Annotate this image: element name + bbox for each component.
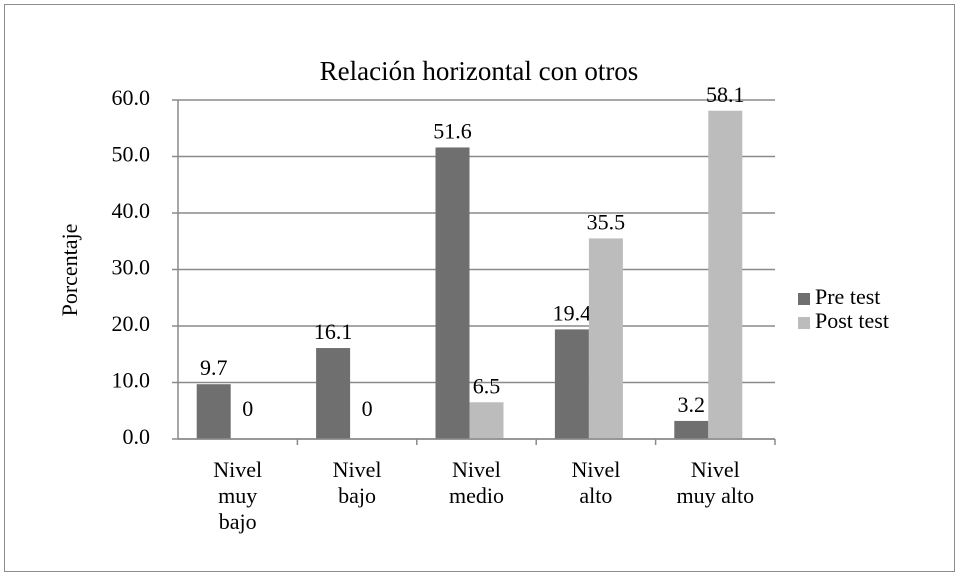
value-label: 35.5	[587, 209, 626, 234]
bar	[588, 238, 623, 439]
y-axis-label: Porcentaje	[57, 224, 82, 317]
value-label: 19.4	[553, 300, 592, 325]
y-tick-label: 10.0	[112, 368, 151, 393]
x-tick-label: Nivel medio	[449, 457, 504, 508]
value-label: 0	[242, 396, 253, 421]
value-label: 51.6	[433, 119, 472, 144]
value-label: 6.5	[473, 373, 501, 398]
y-tick-label: 30.0	[112, 255, 151, 280]
legend-swatch	[798, 317, 810, 329]
x-tick-label: Nivel bajo	[332, 457, 382, 508]
bar	[708, 110, 743, 440]
bar	[196, 384, 231, 439]
legend-swatch	[798, 293, 810, 305]
x-tick-label: Nivel alto	[571, 457, 621, 508]
y-tick-label: 40.0	[112, 198, 151, 223]
bar	[435, 147, 470, 439]
chart-border	[4, 4, 955, 572]
bar	[554, 329, 589, 439]
y-tick-label: 60.0	[112, 85, 151, 110]
y-tick-label: 50.0	[112, 142, 151, 167]
value-label: 16.1	[314, 319, 353, 344]
legend-label: Pre test	[815, 284, 880, 309]
y-tick-label: 20.0	[112, 311, 151, 336]
value-label: 0	[362, 396, 373, 421]
bar	[674, 420, 709, 439]
legend-label: Post test	[815, 308, 889, 333]
bar	[469, 402, 504, 439]
chart-title: Relación horizontal con otros	[320, 56, 639, 86]
value-label: 9.7	[200, 355, 228, 380]
value-label: 58.1	[706, 82, 745, 107]
x-tick-label: Nivel muy alto	[676, 457, 755, 508]
y-tick-label: 0.0	[123, 424, 151, 449]
x-tick-label: Nivel muy bajo	[213, 457, 263, 534]
bar	[316, 348, 351, 439]
value-label: 3.2	[678, 392, 706, 417]
